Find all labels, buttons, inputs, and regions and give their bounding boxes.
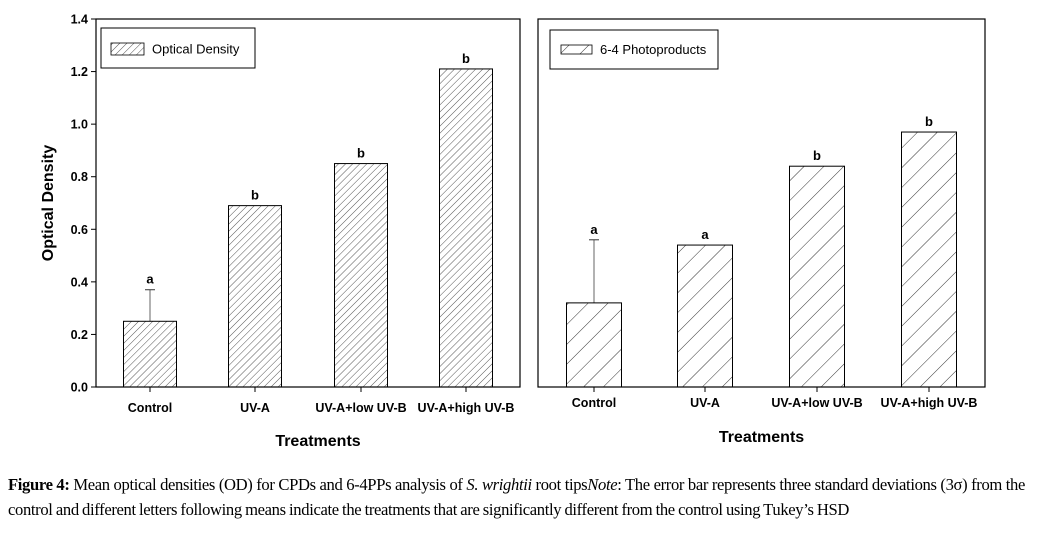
x-tick-label: UV-A+low UV-B xyxy=(771,396,862,410)
x-tick-label: Control xyxy=(128,401,172,415)
bar-uv-a xyxy=(228,205,282,388)
x-axis-label: Treatments xyxy=(719,429,804,446)
significance-letter: b xyxy=(813,148,821,163)
significance-letter: b xyxy=(357,146,365,161)
legend-label: Optical Density xyxy=(152,42,240,57)
y-tick-label: 0.0 xyxy=(71,381,88,395)
x-tick-label: UV-A+low UV-B xyxy=(315,401,406,415)
bar-uv-a-low-uv-b xyxy=(789,165,845,388)
caption-species: S. wrightii xyxy=(466,475,532,494)
y-tick-label: 1.2 xyxy=(71,65,88,79)
significance-letter: a xyxy=(590,222,598,237)
x-tick-label: UV-A+high UV-B xyxy=(881,396,978,410)
legend: 6-4 Photoproducts xyxy=(549,29,719,70)
significance-letter: a xyxy=(701,227,709,242)
x-tick-label: Control xyxy=(572,396,616,410)
significance-letter: b xyxy=(251,188,259,203)
bar-control xyxy=(123,320,177,388)
plot-frame xyxy=(537,18,986,388)
bar-uv-a xyxy=(677,244,733,388)
bar-control xyxy=(566,302,622,388)
y-tick-label: 0.4 xyxy=(71,275,88,289)
legend-swatch xyxy=(560,44,593,55)
y-tick-label: 0.8 xyxy=(71,170,88,184)
caption-text-1: Mean optical densities (OD) for CPDs and… xyxy=(69,475,467,494)
caption-text-3: : The error bar represents three standar… xyxy=(8,475,1025,519)
x-tick-label: UV-A xyxy=(690,396,720,410)
caption-label: Figure 4: xyxy=(8,475,70,494)
caption-text-2: root tips xyxy=(531,475,588,494)
significance-letter: b xyxy=(925,114,933,129)
legend: Optical Density xyxy=(100,27,256,69)
significance-letter: a xyxy=(146,272,154,287)
y-axis-label: Optical Density xyxy=(40,145,57,262)
legend-label: 6-4 Photoproducts xyxy=(600,42,707,57)
bar-uv-a-high-uv-b xyxy=(439,68,493,388)
y-tick-label: 1.0 xyxy=(71,118,88,132)
significance-letter: b xyxy=(462,51,470,66)
y-tick-label: 1.4 xyxy=(71,13,88,27)
bar-uv-a-low-uv-b xyxy=(334,163,388,388)
plot-frame xyxy=(95,18,521,388)
y-tick-label: 0.2 xyxy=(71,328,88,342)
legend-swatch xyxy=(110,42,145,56)
figure-caption: Figure 4: Mean optical densities (OD) fo… xyxy=(8,472,1025,522)
x-tick-label: UV-A+high UV-B xyxy=(418,401,515,415)
x-axis-label: Treatments xyxy=(275,433,360,450)
x-tick-label: UV-A xyxy=(240,401,270,415)
photoproducts-panel: a Control a UV-A b UV-A+low UV-B b UV-A+high UV… xyxy=(537,18,986,446)
y-tick-label: 0.6 xyxy=(71,223,88,237)
optical-density-panel: 0.0 0.2 0.4 0.6 0.8 1.0 1.2 1.4 Optical Density a… xyxy=(40,13,521,450)
caption-note-label: Note xyxy=(587,475,618,494)
bar-uv-a-high-uv-b xyxy=(901,131,957,388)
figure: 0.0 0.2 0.4 0.6 0.8 1.0 1.2 1.4 Optical Density a… xyxy=(40,13,986,450)
